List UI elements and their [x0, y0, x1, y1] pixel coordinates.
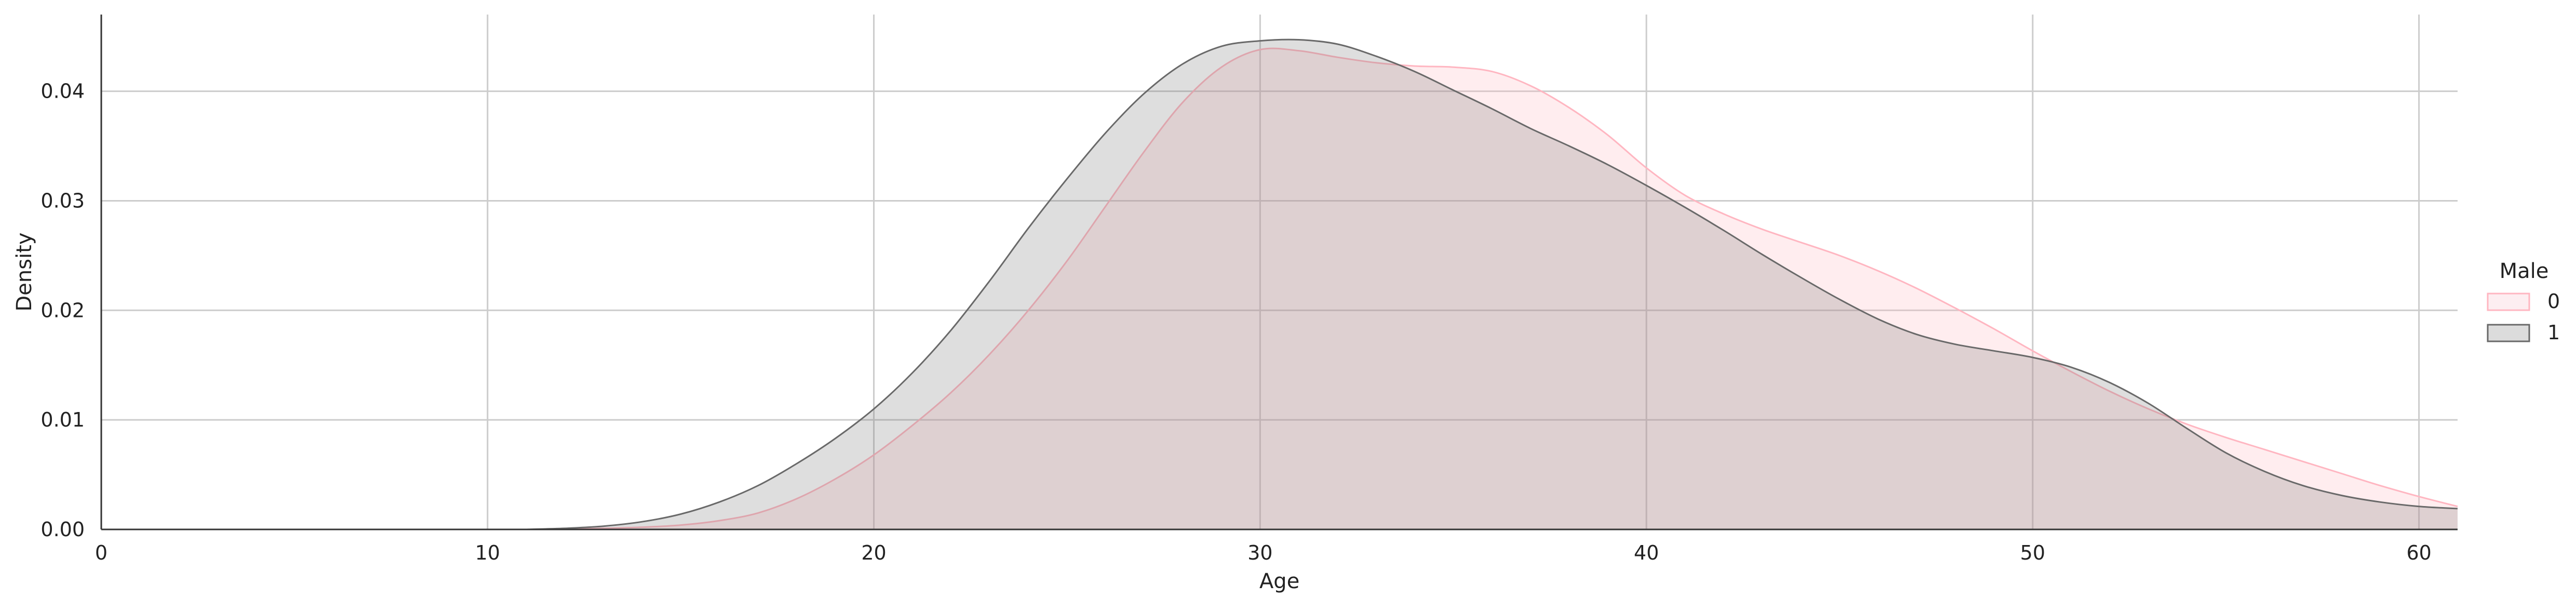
y-tick-label: 0.01: [41, 408, 85, 431]
series-area-group: [526, 38, 2458, 530]
grid: [101, 15, 2458, 529]
series-area-0: [565, 48, 2458, 530]
x-tick-label: 0: [95, 541, 108, 564]
x-tick-label: 40: [1634, 541, 1659, 564]
x-tick-label: 60: [2406, 541, 2431, 564]
y-tick-label: 0.04: [41, 80, 85, 103]
x-tick-label: 10: [475, 541, 500, 564]
y-tick-label: 0.00: [41, 518, 85, 541]
legend-label-1: 1: [2547, 321, 2560, 344]
axes: 0 10 20 30 40 50 60 0.00 0.01 0.02 0.03 0.04: [41, 15, 2458, 564]
series-line-1: [526, 38, 2458, 530]
series-area-1: [526, 39, 2458, 529]
series-line-0: [565, 47, 2458, 530]
x-tick-label: 50: [2020, 541, 2045, 564]
y-tick-label: 0.03: [41, 189, 85, 212]
y-axis-label: Density: [12, 232, 36, 311]
x-tick-label: 20: [861, 541, 886, 564]
legend-label-0: 0: [2547, 290, 2560, 313]
x-tick-label: 30: [1247, 541, 1272, 564]
legend-swatch-1: [2487, 324, 2530, 342]
x-axis-label: Age: [1259, 569, 1299, 593]
legend-title: Male: [2500, 259, 2549, 283]
legend: Male 0 1: [2487, 259, 2560, 344]
legend-swatch-0: [2487, 293, 2530, 311]
y-tick-label: 0.02: [41, 299, 85, 322]
